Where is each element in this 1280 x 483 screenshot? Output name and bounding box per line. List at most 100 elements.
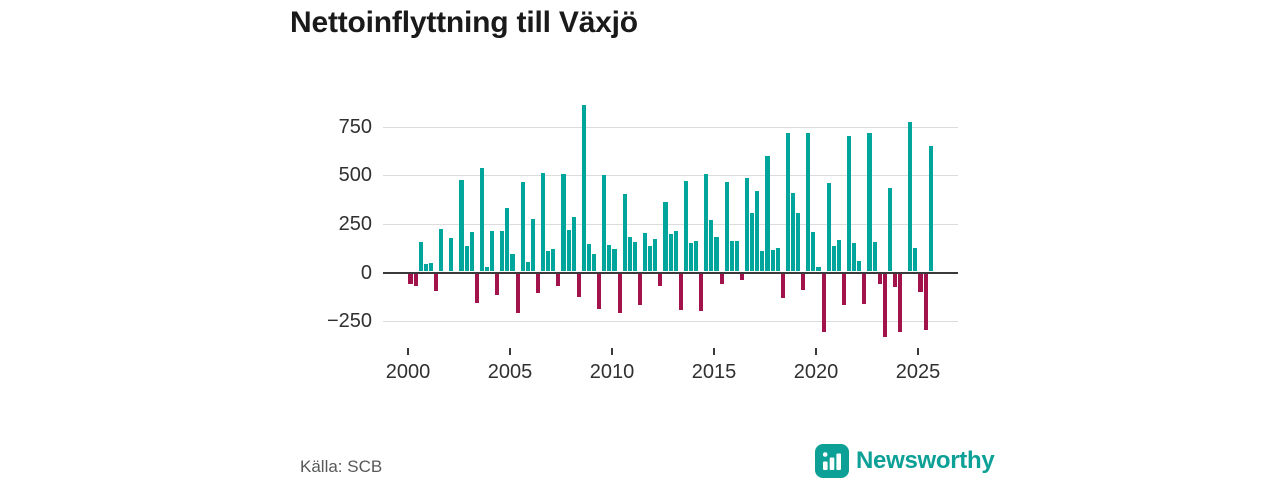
bar-2000Q4 [423,263,428,272]
bar-2017Q4 [770,250,775,272]
x-axis-label-2000: 2000 [385,361,431,383]
bar-2023Q2 [882,274,887,338]
x-axis-zero-line [383,271,958,274]
bar-2016Q1 [734,241,739,272]
bar-2025Q1 [918,274,923,293]
bar-2023Q1 [877,274,882,284]
brand-logo: Newsworthy [815,444,995,478]
bar-2015Q4 [729,241,734,272]
bar-2003Q4 [484,266,490,272]
bar-2015Q3 [724,182,729,272]
bar-2022Q2 [862,274,867,305]
bar-2020Q4 [831,246,836,272]
bar-2000Q3 [418,242,423,272]
bar-2019Q4 [811,231,816,272]
x-tick-2005 [509,348,511,355]
bar-2018Q1 [775,248,780,272]
bar-2006Q3 [541,173,546,272]
bar-2018Q3 [785,132,790,272]
bar-2025Q3 [928,146,933,272]
x-axis-label-2025: 2025 [895,361,941,383]
bar-2008Q3 [581,105,586,272]
brand-name: Newsworthy [856,447,995,474]
bar-2015Q1 [714,237,719,272]
bar-2011Q2 [637,274,643,306]
grid-line--250 [383,321,958,323]
source-label: Källa: SCB [300,457,383,476]
bar-2023Q4 [892,274,898,287]
bar-2002Q4 [464,246,469,272]
bar-2009Q1 [592,254,597,272]
bar-2024Q3 [908,121,913,272]
bar-2019Q1 [796,213,801,272]
bar-2010Q3 [622,193,627,272]
y-axis-label-500: 500 [338,164,372,187]
bar-2011Q3 [643,232,648,272]
bar-2013Q4 [688,243,694,272]
x-tick-2015 [713,348,715,355]
bar-2012Q2 [658,274,663,286]
grid-line-750 [383,126,958,128]
bar-2007Q4 [566,229,571,272]
x-tick-2020 [815,348,817,355]
bar-2021Q3 [847,136,852,272]
y-axis-label-250: 250 [338,212,372,235]
bar-2010Q4 [627,237,632,272]
y-axis-label--250: −250 [326,310,372,333]
bar-2022Q1 [857,260,862,272]
bar-2008Q4 [586,244,592,272]
bar-2003Q1 [469,231,474,272]
newsworthy-logo-icon [815,444,849,478]
bar-2022Q4 [872,242,877,272]
bar-2011Q1 [632,242,637,272]
bar-2001Q1 [428,262,433,272]
bar-2016Q3 [745,178,750,272]
bar-2002Q3 [459,180,464,272]
bar-2013Q1 [673,230,678,272]
bar-2009Q4 [607,245,612,272]
x-tick-2010 [611,348,613,355]
bar-2012Q3 [663,202,668,272]
bar-2000Q2 [413,274,418,286]
bar-2000Q1 [408,274,413,284]
bar-2003Q3 [479,168,484,272]
bar-2006Q2 [535,274,541,294]
bar-2019Q2 [801,274,806,290]
bar-2007Q2 [556,274,561,286]
bar-2020Q3 [826,183,831,272]
bar-2009Q2 [597,274,602,309]
bar-2003Q2 [474,274,479,304]
bar-2021Q2 [841,274,847,306]
bar-2007Q1 [551,249,556,272]
x-tick-2000 [407,348,409,355]
bar-2005Q3 [520,182,525,272]
bar-2014Q1 [694,241,699,272]
bar-2005Q1 [510,254,515,272]
bar-2013Q3 [683,181,688,272]
page-title: Nettoinflyttning till Växjö [290,6,638,39]
bar-2012Q1 [653,239,658,272]
bar-2024Q4 [913,248,918,272]
bar-2009Q3 [602,175,607,272]
bar-2014Q4 [709,219,714,272]
bar-2006Q4 [546,251,551,272]
bar-2014Q3 [704,174,709,272]
bar-2008Q1 [571,217,576,272]
x-axis-label-2010: 2010 [589,361,635,383]
grid-line-500 [383,175,958,177]
x-axis-label-2015: 2015 [691,361,737,383]
bar-2005Q2 [515,274,520,313]
bar-2014Q2 [699,274,704,311]
bar-2020Q1 [816,266,821,272]
y-axis-label-750: 750 [338,115,372,138]
bar-2021Q1 [836,240,841,272]
x-tick-2025 [917,348,919,355]
y-axis-label-0: 0 [360,261,372,284]
bar-2018Q2 [780,274,785,299]
x-axis-label-2005: 2005 [487,361,533,383]
bar-2016Q4 [750,213,755,272]
bar-2017Q1 [755,190,760,272]
bar-2006Q1 [530,219,535,272]
bar-2021Q4 [852,243,857,272]
bar-2010Q2 [617,274,622,313]
